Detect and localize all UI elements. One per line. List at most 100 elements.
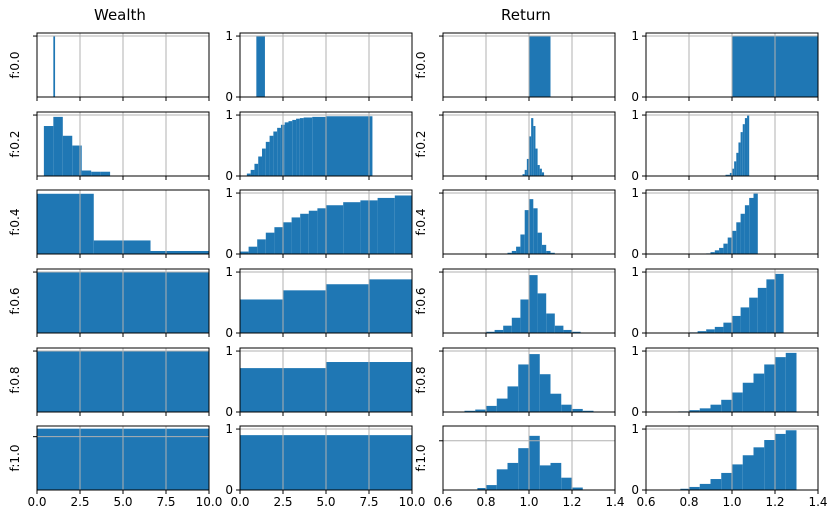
cdf-bar [753,193,758,254]
cdf-bar [736,222,741,254]
cdf-bar [747,115,750,176]
cdf-bar [269,135,274,176]
cdf-bar [721,399,732,412]
hist-bar [582,410,594,412]
return-column-title: Return [501,6,551,24]
hist-bar [572,331,581,333]
x-tick-label: 2.5 [273,495,292,509]
cdf-bar [300,213,309,254]
cdf-bar [254,163,259,176]
y-tick-label: 1 [631,186,639,200]
x-tick-label: 1.4 [605,495,624,509]
y-tick-label: 0 [225,483,233,497]
cdf-bar [369,279,412,333]
hist-bar [503,325,512,333]
cdf-bar [729,172,732,176]
y-tick-label: 1 [225,344,233,358]
x-tick-label: 1.4 [808,495,827,509]
y-tick-label: 1 [225,108,233,122]
x-tick-label: 0.6 [636,495,655,509]
cdf-bar [710,404,722,412]
cdf-bar [732,392,743,412]
x-tick-label: 1.0 [519,495,538,509]
hist-bar [511,317,521,333]
cdf-bar [697,331,707,333]
cdf-bar [723,243,728,254]
cdf-bar [710,479,722,490]
y-tick-label: 0 [225,247,233,261]
cdf-bar [714,326,724,333]
y-tick-label: 1 [225,422,233,436]
hist-bar [537,293,547,333]
y-tick-label: 0 [225,90,233,104]
cdf-bar [303,117,313,176]
hist-bar [93,240,151,254]
hist-bar [477,488,486,490]
hist-bar [494,329,504,333]
hist-bar [522,174,525,176]
cdf-bar [699,483,711,490]
cdf-bar [775,357,786,412]
cdf-bar [248,246,258,254]
wealth-column-title: Wealth [94,6,146,24]
y-tick-label: 0 [631,405,639,419]
row-label: f:0.8 [8,367,22,394]
y-tick-label: 1 [225,265,233,279]
cdf-bar [283,222,292,254]
hist-bar [550,252,555,254]
row-label: f:0.4 [8,209,22,236]
cdf-bar [742,124,745,176]
cdf-bar [740,132,743,176]
y-tick-label: 0 [631,247,639,261]
hist-bar [529,136,532,176]
cdf-bar [326,205,344,254]
cdf-bar [256,36,265,97]
cdf-bar [343,202,361,254]
cdf-bar [775,433,786,490]
hist-bar [526,158,529,176]
cdf-bar [725,174,730,176]
row-label: f:1.0 [414,445,428,472]
hist-bar [539,168,542,176]
cdf-bar [732,230,737,254]
cdf-bar [257,239,266,254]
x-tick-label: 0.6 [433,495,452,509]
cdf-bar [753,447,765,490]
row-label: f:1.0 [8,445,22,472]
cdf-bar [296,118,300,176]
hist-bar [81,170,92,176]
hist-bar [533,208,538,254]
cdf-bar [738,142,741,176]
hist-bar [507,386,519,412]
x-tick-label: 0.8 [679,495,698,509]
cdf-bar [291,217,301,254]
cdf-bar [736,152,739,176]
y-tick-label: 0 [225,405,233,419]
hist-bar [561,404,572,412]
hist-bar [550,393,562,412]
cdf-bar [288,121,293,176]
hist-bar [533,126,536,176]
cdf-bar [764,440,775,490]
y-tick-label: 1 [631,265,639,279]
cdf-bar [240,299,283,333]
cdf-bar [274,227,283,254]
cdf-bar [699,408,711,412]
hist-bar [539,465,551,490]
hist-bar [507,462,519,490]
cdf-bar [740,213,745,254]
row-label: f:0.0 [414,52,428,79]
x-tick-label: 10.0 [196,495,223,509]
cdf-bar [394,195,412,254]
cdf-bar [262,148,266,176]
hist-bar [150,250,209,254]
cdf-bar [732,464,743,490]
hist-bar [475,409,486,412]
x-tick-label: 5.0 [113,495,132,509]
hist-bar [520,299,529,333]
hist-bar [496,398,508,412]
hist-bar [537,232,542,254]
x-tick-label: 1.0 [722,495,741,509]
row-label: f:0.2 [414,131,428,158]
cdf-bar [723,322,732,333]
